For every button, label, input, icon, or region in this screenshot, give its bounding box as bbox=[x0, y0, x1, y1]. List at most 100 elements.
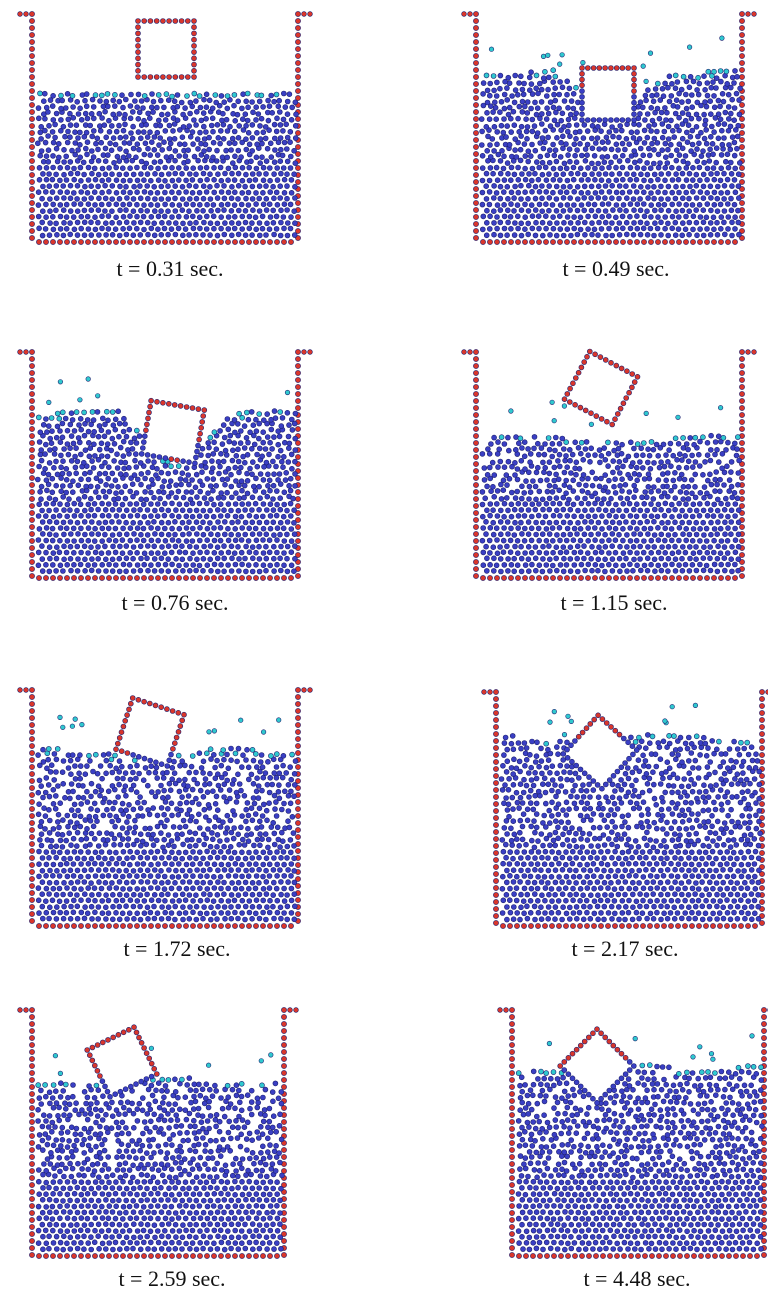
fluid-particle bbox=[631, 207, 637, 213]
fluid-particle bbox=[487, 512, 493, 519]
fluid-particle bbox=[249, 817, 256, 824]
fluid-particle bbox=[595, 124, 601, 130]
fluid-particle bbox=[563, 141, 569, 147]
fluid-particle bbox=[639, 465, 646, 471]
fluid-particle bbox=[116, 420, 123, 427]
block-particle-submerged bbox=[631, 105, 637, 112]
fluid-particle bbox=[203, 116, 209, 122]
fluid-particle bbox=[693, 195, 700, 201]
fluid-particle bbox=[692, 483, 698, 490]
fluid-particle bbox=[280, 464, 286, 471]
panel-3 bbox=[17, 349, 313, 581]
wall-particle bbox=[473, 123, 479, 129]
fluid-particle bbox=[682, 117, 689, 124]
fluid-particle bbox=[82, 97, 88, 104]
fluid-particle bbox=[665, 507, 672, 514]
fluid-particle bbox=[612, 537, 619, 544]
fluid-particle bbox=[619, 164, 626, 171]
fluid-particle bbox=[217, 873, 224, 880]
fluid-particle bbox=[222, 519, 228, 525]
fluid-particle bbox=[263, 567, 269, 574]
fluid-particle bbox=[605, 561, 612, 568]
fluid-particle bbox=[576, 128, 583, 135]
fluid-particle bbox=[271, 135, 278, 142]
fluid-particle bbox=[672, 568, 679, 574]
wall-particle bbox=[295, 503, 301, 509]
wall-particle bbox=[29, 440, 35, 446]
fluid-particle bbox=[248, 409, 255, 415]
fluid-particle bbox=[565, 152, 571, 158]
fluid-particle bbox=[581, 207, 588, 214]
fluid-particle bbox=[539, 171, 546, 178]
fluid-particle bbox=[619, 476, 625, 483]
fluid-particle bbox=[247, 429, 253, 436]
fluid-particle bbox=[172, 157, 178, 164]
fluid-particle bbox=[253, 873, 260, 879]
fluid-particle bbox=[578, 202, 585, 208]
fluid-particle bbox=[676, 152, 683, 158]
fluid-particle bbox=[180, 111, 186, 118]
fluid-particle bbox=[582, 232, 588, 238]
fluid-particle bbox=[560, 208, 567, 214]
fluid-particle bbox=[178, 807, 184, 814]
fluid-particle bbox=[99, 213, 105, 220]
fluid-particle bbox=[145, 145, 151, 152]
fluid-particle bbox=[38, 483, 45, 490]
fluid-particle bbox=[720, 98, 727, 105]
fluid-particle bbox=[147, 825, 153, 832]
fluid-particle bbox=[50, 849, 57, 855]
fluid-particle bbox=[588, 555, 595, 562]
fluid-particle bbox=[518, 568, 525, 575]
fluid-particle bbox=[490, 483, 496, 490]
surface-particle bbox=[640, 440, 647, 446]
fluid-particle bbox=[116, 916, 123, 923]
fluid-particle bbox=[292, 195, 298, 201]
fluid-particle bbox=[573, 159, 580, 165]
fluid-particle bbox=[151, 568, 158, 574]
fluid-particle bbox=[244, 477, 251, 484]
fluid-particle bbox=[584, 141, 591, 148]
fluid-particle bbox=[120, 860, 126, 867]
fluid-particle bbox=[491, 231, 497, 238]
fluid-particle bbox=[251, 432, 257, 439]
fluid-particle bbox=[99, 165, 106, 172]
fluid-particle bbox=[731, 489, 738, 496]
fluid-particle bbox=[154, 202, 161, 208]
fluid-particle bbox=[167, 787, 174, 794]
fluid-particle bbox=[525, 519, 532, 525]
fluid-particle bbox=[120, 453, 127, 459]
fluid-particle bbox=[99, 525, 106, 532]
fluid-particle bbox=[123, 807, 129, 814]
fluid-particle bbox=[662, 189, 668, 196]
fluid-particle bbox=[96, 423, 103, 429]
fluid-particle bbox=[484, 148, 491, 154]
fluid-particle bbox=[49, 525, 56, 532]
wall-particle bbox=[29, 25, 35, 31]
fluid-particle bbox=[511, 195, 517, 201]
fluid-particle bbox=[130, 109, 136, 115]
wall-particle bbox=[183, 923, 189, 929]
wall-particle bbox=[295, 179, 301, 185]
fluid-particle bbox=[253, 513, 260, 520]
surface-particle bbox=[59, 409, 66, 416]
fluid-particle bbox=[162, 525, 168, 532]
fluid-particle bbox=[634, 550, 640, 556]
fluid-particle bbox=[174, 92, 181, 98]
fluid-particle bbox=[721, 121, 728, 127]
fluid-particle bbox=[546, 171, 552, 177]
fluid-particle bbox=[511, 122, 518, 128]
block-particle bbox=[631, 76, 637, 83]
wall-particle bbox=[29, 904, 35, 910]
fluid-particle bbox=[190, 873, 196, 879]
fluid-particle bbox=[86, 439, 92, 446]
wall-particle bbox=[683, 239, 689, 245]
fluid-particle bbox=[193, 98, 199, 104]
fluid-particle bbox=[528, 69, 534, 75]
fluid-particle bbox=[64, 427, 71, 434]
fluid-particle bbox=[36, 861, 42, 868]
fluid-particle bbox=[708, 481, 715, 488]
fluid-particle bbox=[546, 495, 553, 502]
fluid-particle bbox=[540, 543, 546, 550]
fluid-particle bbox=[97, 478, 104, 484]
fluid-particle bbox=[585, 190, 591, 196]
